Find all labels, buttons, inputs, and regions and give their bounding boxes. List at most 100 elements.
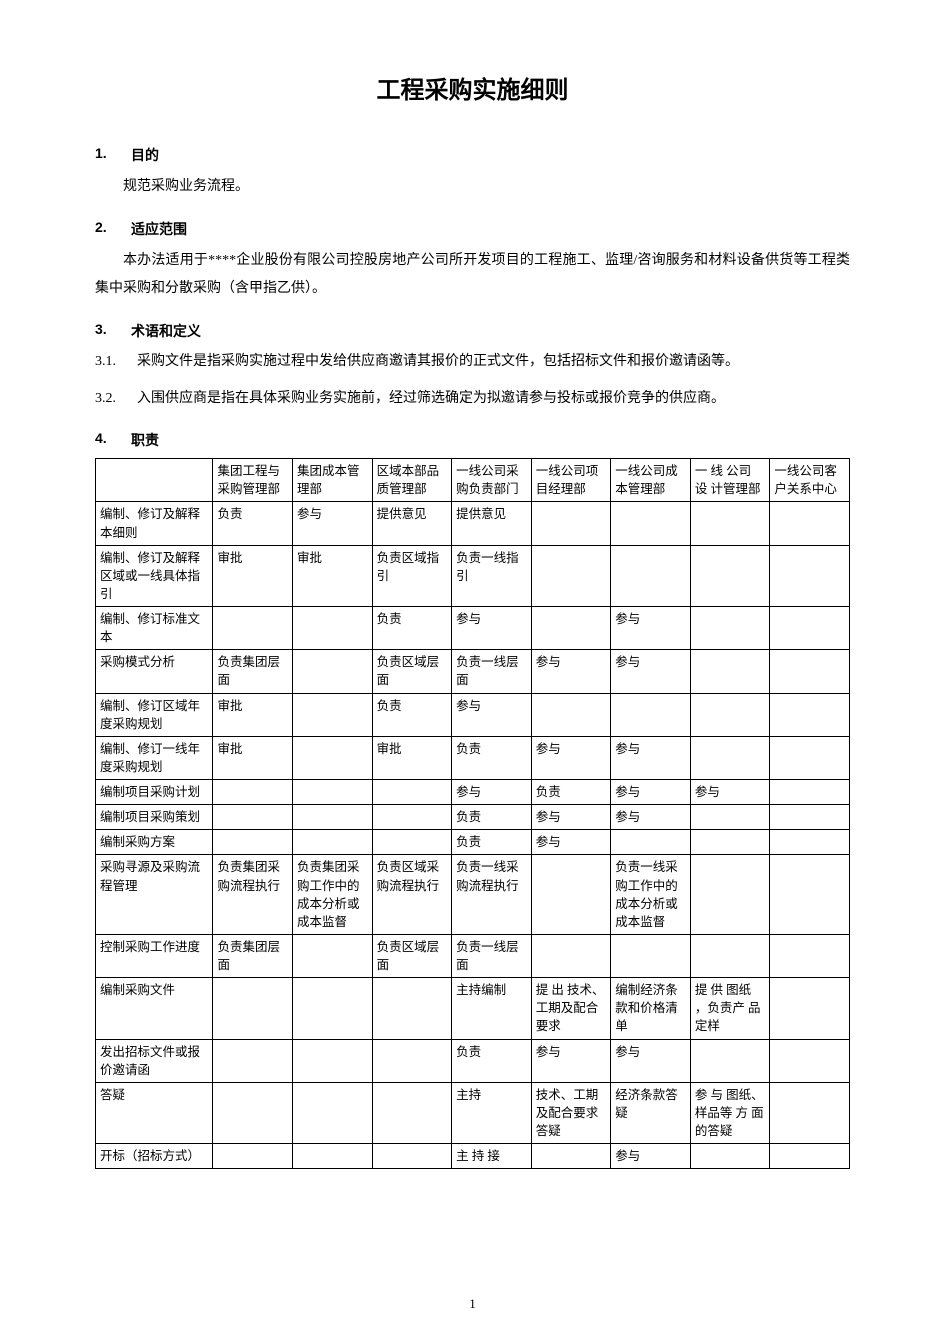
table-cell: 负责一线指引 (452, 545, 532, 606)
table-row: 编制、修订标准文本负责参与参与 (96, 607, 850, 650)
table-cell (611, 693, 691, 736)
sec-heading-4: 职责 (131, 430, 159, 450)
table-row: 答疑主持技术、工期及配合要求答疑经济条款答疑参 与 图纸、样品等 方 面的答疑 (96, 1082, 850, 1143)
table-cell: 参与 (611, 780, 691, 805)
table-header-cell: 区域本部品质管理部 (372, 459, 452, 502)
table-header-cell: 一线公司采购负责部门 (452, 459, 532, 502)
table-cell: 编制、修订及解释区域或一线具体指引 (96, 545, 213, 606)
table-row: 编制、修订及解释本细则负责参与提供意见提供意见 (96, 502, 850, 545)
table-cell: 发出招标文件或报价邀请函 (96, 1039, 213, 1082)
table-header-cell: 集团工程与采购管理部 (213, 459, 293, 502)
table-cell (690, 1144, 770, 1169)
table-cell (531, 545, 611, 606)
table-cell: 编制、修订区域年度采购规划 (96, 693, 213, 736)
sub-text-3-2: 入围供应商是指在具体采购业务实施前，经过筛选确定为拟邀请参与投标或报价竞争的供应… (137, 386, 850, 413)
table-cell (531, 607, 611, 650)
table-cell: 负责 (213, 502, 293, 545)
table-cell: 负责 (372, 693, 452, 736)
table-cell (213, 978, 293, 1039)
table-cell: 参与 (531, 1039, 611, 1082)
table-cell: 编制经济条款和价格清单 (611, 978, 691, 1039)
sec-heading-1: 目的 (131, 145, 159, 165)
table-cell (690, 736, 770, 779)
table-cell: 采购模式分析 (96, 650, 213, 693)
table-cell: 采购寻源及采购流程管理 (96, 855, 213, 935)
table-row: 编制、修订及解释区域或一线具体指引审批审批负责区域指引负责一线指引 (96, 545, 850, 606)
responsibilities-table: 集团工程与采购管理部集团成本管理部区域本部品质管理部一线公司采购负责部门一线公司… (95, 458, 850, 1169)
table-cell (213, 1039, 293, 1082)
table-header-cell: 集团成本管理部 (293, 459, 373, 502)
table-header-cell: 一线公司项目经理部 (531, 459, 611, 502)
table-cell (531, 502, 611, 545)
table-cell (770, 934, 850, 977)
section-3: 3. 术语和定义 3.1. 采购文件是指采购实施过程中发给供应商邀请其报价的正式… (95, 321, 850, 412)
table-cell (293, 1144, 373, 1169)
table-cell: 负责 (452, 736, 532, 779)
section-4: 4. 职责 集团工程与采购管理部集团成本管理部区域本部品质管理部一线公司采购负责… (95, 430, 850, 1169)
section-1: 1. 目的 规范采购业务流程。 (95, 145, 850, 201)
table-cell: 控制采购工作进度 (96, 934, 213, 977)
table-cell (531, 934, 611, 977)
table-cell: 参与 (611, 1144, 691, 1169)
table-cell (213, 1144, 293, 1169)
table-cell (293, 805, 373, 830)
table-header-cell (96, 459, 213, 502)
table-cell: 审批 (213, 736, 293, 779)
table-row: 编制采购方案负责参与 (96, 830, 850, 855)
table-cell: 主 持 接 (452, 1144, 532, 1169)
table-cell: 负责 (452, 1039, 532, 1082)
table-cell: 编制项目采购计划 (96, 780, 213, 805)
table-cell: 负责区域指引 (372, 545, 452, 606)
sec-num-1: 1. (95, 145, 131, 165)
table-cell (531, 1144, 611, 1169)
table-cell (293, 1039, 373, 1082)
table-cell: 编制采购方案 (96, 830, 213, 855)
table-cell (690, 545, 770, 606)
table-row: 编制项目采购计划参与负责参与参与 (96, 780, 850, 805)
table-cell: 负责集团层面 (213, 650, 293, 693)
table-cell: 编制项目采购策划 (96, 805, 213, 830)
table-cell: 参与 (293, 502, 373, 545)
table-cell: 负责集团采购流程执行 (213, 855, 293, 935)
table-cell (770, 502, 850, 545)
table-cell: 审批 (372, 736, 452, 779)
table-cell (690, 607, 770, 650)
table-cell: 开标（招标方式） (96, 1144, 213, 1169)
table-cell: 负责一线采购工作中的成本分析或成本监督 (611, 855, 691, 935)
table-cell (770, 1082, 850, 1143)
page-title: 工程采购实施细则 (95, 70, 850, 105)
table-cell (372, 1144, 452, 1169)
table-cell: 参与 (531, 805, 611, 830)
table-cell: 参与 (452, 780, 532, 805)
table-cell (293, 1082, 373, 1143)
table-cell: 参与 (452, 693, 532, 736)
table-cell (770, 545, 850, 606)
table-cell: 主持编制 (452, 978, 532, 1039)
sec-body-1: 规范采购业务流程。 (95, 173, 850, 201)
table-header-cell: 一线公司成本管理部 (611, 459, 691, 502)
table-cell: 参与 (452, 607, 532, 650)
table-cell: 负责 (531, 780, 611, 805)
table-cell (293, 934, 373, 977)
table-row: 编制采购文件主持编制提 出 技术、工期及配合要求编制经济条款和价格清单提 供 图… (96, 978, 850, 1039)
table-cell (770, 780, 850, 805)
table-cell: 负责区域层面 (372, 934, 452, 977)
table-cell (770, 855, 850, 935)
table-cell (690, 502, 770, 545)
table-cell: 负责一线层面 (452, 650, 532, 693)
table-cell (372, 805, 452, 830)
section-2: 2. 适应范围 本办法适用于****企业股份有限公司控股房地产公司所开发项目的工… (95, 219, 850, 303)
table-cell: 编制采购文件 (96, 978, 213, 1039)
table-cell (372, 1082, 452, 1143)
table-cell (372, 830, 452, 855)
table-cell (611, 934, 691, 977)
table-cell: 负责区域层面 (372, 650, 452, 693)
table-cell: 参与 (531, 650, 611, 693)
table-cell (690, 693, 770, 736)
table-cell: 参与 (690, 780, 770, 805)
table-cell (213, 830, 293, 855)
table-cell: 负责一线层面 (452, 934, 532, 977)
table-cell (372, 780, 452, 805)
table-row: 编制、修订一线年度采购规划审批审批负责参与参与 (96, 736, 850, 779)
table-cell (690, 830, 770, 855)
